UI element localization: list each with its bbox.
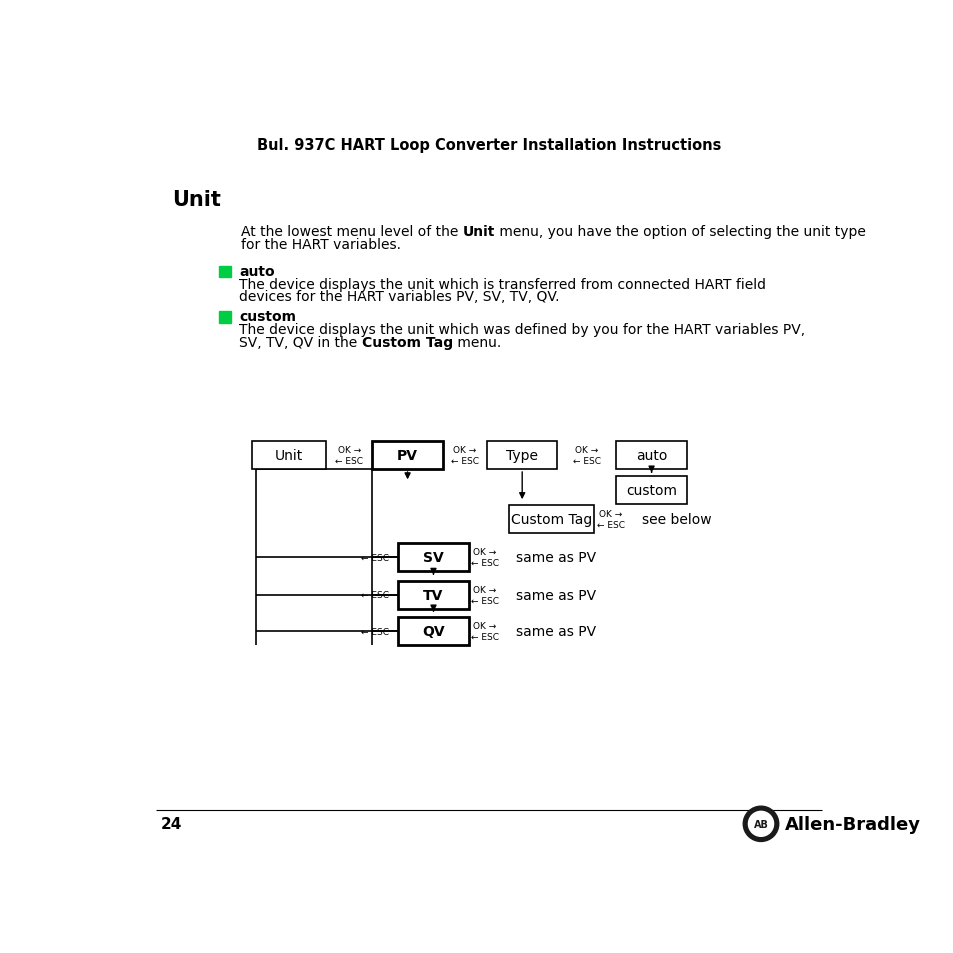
Text: Custom Tag: Custom Tag [361, 335, 453, 350]
FancyBboxPatch shape [372, 441, 442, 470]
Text: auto: auto [239, 264, 274, 278]
Text: Unit: Unit [462, 225, 495, 239]
Text: menu.: menu. [453, 335, 500, 350]
Text: OK →: OK → [473, 548, 496, 557]
Text: OK →: OK → [337, 446, 360, 455]
Text: Type: Type [506, 449, 537, 462]
Text: ← ESC: ← ESC [361, 591, 389, 599]
Circle shape [742, 806, 778, 841]
Text: ← ESC: ← ESC [471, 596, 498, 605]
Text: SV, TV, QV in the: SV, TV, QV in the [239, 335, 361, 350]
Text: ← ESC: ← ESC [451, 456, 478, 466]
Text: ← ESC: ← ESC [471, 633, 498, 641]
Text: ← ESC: ← ESC [596, 520, 624, 530]
Text: Custom Tag: Custom Tag [511, 513, 592, 526]
Text: Allen-Bradley: Allen-Bradley [783, 815, 920, 833]
Text: ← ESC: ← ESC [361, 627, 389, 637]
Text: PV: PV [396, 449, 417, 462]
Text: ← ESC: ← ESC [471, 558, 498, 568]
Text: custom: custom [239, 310, 295, 324]
Text: OK →: OK → [473, 621, 496, 631]
Text: The device displays the unit which is transferred from connected HART field: The device displays the unit which is tr… [239, 277, 765, 292]
Text: see below: see below [641, 513, 711, 526]
Text: The device displays the unit which was defined by you for the HART variables PV,: The device displays the unit which was d… [239, 323, 804, 337]
Text: same as PV: same as PV [516, 625, 596, 639]
FancyBboxPatch shape [219, 266, 231, 278]
Text: menu, you have the option of selecting the unit type: menu, you have the option of selecting t… [495, 225, 865, 239]
Text: AB: AB [753, 819, 767, 829]
Text: QV: QV [422, 625, 444, 639]
Text: same as PV: same as PV [516, 588, 596, 602]
FancyBboxPatch shape [398, 543, 468, 572]
Text: Unit: Unit [172, 191, 221, 211]
Text: Unit: Unit [274, 449, 303, 462]
FancyBboxPatch shape [487, 441, 557, 470]
Text: TV: TV [423, 588, 443, 602]
FancyBboxPatch shape [219, 312, 231, 323]
FancyBboxPatch shape [509, 505, 594, 534]
Text: Bul. 937C HART Loop Converter Installation Instructions: Bul. 937C HART Loop Converter Installati… [256, 137, 720, 152]
FancyBboxPatch shape [398, 618, 468, 645]
Text: ← ESC: ← ESC [335, 456, 363, 466]
Text: auto: auto [636, 449, 666, 462]
FancyBboxPatch shape [616, 476, 686, 504]
FancyBboxPatch shape [398, 581, 468, 609]
Text: OK →: OK → [473, 585, 496, 594]
Text: for the HART variables.: for the HART variables. [241, 238, 401, 252]
Text: ← ESC: ← ESC [573, 456, 600, 466]
Text: custom: custom [625, 483, 677, 497]
Circle shape [748, 812, 773, 837]
Text: ← ESC: ← ESC [361, 553, 389, 562]
Text: SV: SV [422, 551, 443, 564]
Text: same as PV: same as PV [516, 551, 596, 564]
Text: OK →: OK → [453, 446, 476, 455]
Text: OK →: OK → [598, 510, 621, 518]
Text: 24: 24 [160, 817, 181, 831]
FancyBboxPatch shape [616, 441, 686, 470]
Text: OK →: OK → [575, 446, 598, 455]
Text: At the lowest menu level of the: At the lowest menu level of the [241, 225, 462, 239]
Text: devices for the HART variables PV, SV, TV, QV.: devices for the HART variables PV, SV, T… [239, 290, 559, 304]
FancyBboxPatch shape [252, 441, 326, 470]
